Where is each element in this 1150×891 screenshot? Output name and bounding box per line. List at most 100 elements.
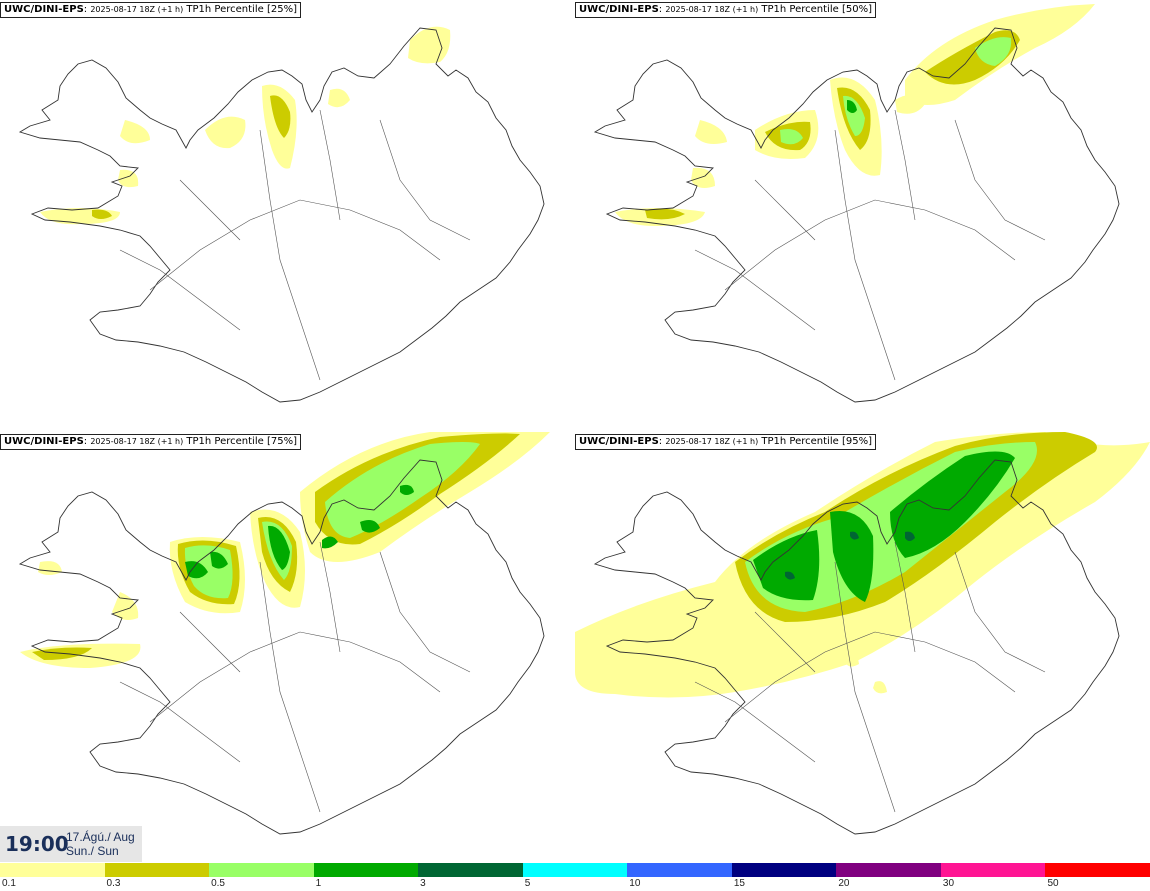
road-line <box>319 109 341 221</box>
road-line <box>724 199 1016 291</box>
colorbar-tick-label: 5 <box>524 878 531 889</box>
precip-area <box>118 169 139 188</box>
precip-area <box>890 451 1015 558</box>
colorbar-tick-label: 30 <box>942 878 955 889</box>
road-line <box>259 129 321 381</box>
precip-area <box>830 511 874 602</box>
panel-title: UWC/DINI-EPS: 2025-08-17 18Z (+1 h) TP1h… <box>0 2 301 18</box>
road-line <box>179 179 241 241</box>
run-time: 2025-08-17 18Z (+1 h) <box>90 5 184 14</box>
panel-title: UWC/DINI-EPS: 2025-08-17 18Z (+1 h) TP1h… <box>0 434 301 450</box>
coastline <box>18 459 545 835</box>
precip-area <box>895 94 925 114</box>
colorbar-segment <box>418 863 523 877</box>
precip-area <box>695 120 727 144</box>
precip-area <box>975 37 1012 66</box>
model-name: UWC/DINI-EPS <box>4 436 84 447</box>
date-line-2: Sun./ Sun <box>66 844 119 858</box>
road-line <box>754 611 816 673</box>
valid-time: 19:00 <box>5 832 69 856</box>
road-line <box>179 611 241 673</box>
valid-date: 17.Ágú./ Aug Sun./ Sun <box>66 830 135 858</box>
colorbar-tick-label: 50 <box>1047 878 1059 889</box>
road-line <box>149 631 441 723</box>
coastline <box>593 459 1120 835</box>
precip-area <box>753 530 820 601</box>
precip-area <box>185 561 208 579</box>
precip-area <box>328 88 350 108</box>
map-panel-p25: UWC/DINI-EPS: 2025-08-17 18Z (+1 h) TP1h… <box>0 0 575 430</box>
map-panel-p50: UWC/DINI-EPS: 2025-08-17 18Z (+1 h) TP1h… <box>575 0 1150 430</box>
colorbar-tick-label: 0.5 <box>211 878 225 889</box>
panel-title: UWC/DINI-EPS: 2025-08-17 18Z (+1 h) TP1h… <box>575 434 876 450</box>
road-line <box>149 199 441 291</box>
road-line <box>754 179 816 241</box>
model-name: UWC/DINI-EPS <box>4 4 84 15</box>
precip-area <box>691 167 715 188</box>
colorbar-tick-label: 1 <box>315 878 322 889</box>
colorbar-segment <box>1045 863 1150 877</box>
road-line <box>834 129 896 381</box>
date-line-1: 17.Ágú./ Aug <box>66 830 135 844</box>
colorbar-tick-label: 3 <box>420 878 426 889</box>
run-time: 2025-08-17 18Z (+1 h) <box>665 5 759 14</box>
colorbar-segment <box>209 863 314 877</box>
run-time: 2025-08-17 18Z (+1 h) <box>90 437 184 446</box>
precip-area <box>205 116 246 149</box>
precip-area <box>408 26 451 64</box>
iceland-map <box>593 4 1120 403</box>
colorbar-tick-label: 0.3 <box>106 878 121 889</box>
map-panel-p75: UWC/DINI-EPS: 2025-08-17 18Z (+1 h) TP1h… <box>0 432 575 862</box>
colorbar-segment <box>522 863 628 877</box>
precip-area <box>645 208 685 220</box>
road-line <box>119 249 241 331</box>
model-name: UWC/DINI-EPS <box>579 436 659 447</box>
road-line <box>119 681 241 763</box>
product-title: TP1h Percentile [50%] <box>761 4 872 15</box>
precip-area <box>850 531 859 540</box>
iceland-map <box>18 432 550 835</box>
road-line <box>319 541 341 653</box>
road-line <box>694 681 816 763</box>
precip-area <box>120 120 150 144</box>
road-line <box>834 561 896 813</box>
precip-area <box>400 484 414 495</box>
colorbar-segment <box>627 863 732 877</box>
panel-title: UWC/DINI-EPS: 2025-08-17 18Z (+1 h) TP1h… <box>575 2 876 18</box>
iceland-map <box>575 432 1150 835</box>
precip-area <box>847 100 857 113</box>
precip-area <box>92 209 112 219</box>
map-panel-p95: UWC/DINI-EPS: 2025-08-17 18Z (+1 h) TP1h… <box>575 432 1150 862</box>
coastline <box>593 27 1120 403</box>
road-line <box>259 561 321 813</box>
precip-area <box>322 536 338 549</box>
precip-area <box>785 571 795 580</box>
road-line <box>954 551 1046 673</box>
precip-area <box>873 681 887 694</box>
colorbar-segment <box>836 863 941 877</box>
road-line <box>954 119 1046 241</box>
precip-area <box>905 531 915 541</box>
precip-area <box>38 561 62 575</box>
run-time: 2025-08-17 18Z (+1 h) <box>665 437 759 446</box>
colorbar-segment <box>104 863 210 877</box>
road-line <box>894 109 916 221</box>
road-line <box>379 119 471 241</box>
colorbar-tick-label: 0.1 <box>2 878 16 889</box>
colorbar-tick-label: 20 <box>838 878 850 889</box>
colorbar-segment <box>313 863 419 877</box>
road-line <box>724 631 1016 723</box>
precip-area <box>360 520 380 533</box>
colorbar-segment <box>0 863 105 877</box>
model-name: UWC/DINI-EPS <box>579 4 659 15</box>
colorbar-ticks: 0.1 0.3 0.5 1 3 5 10 15 20 30 50 <box>0 877 1150 891</box>
road-line <box>379 551 471 673</box>
precip-area <box>210 551 228 569</box>
valid-time-box: 19:00 17.Ágú./ Aug Sun./ Sun <box>0 826 142 862</box>
product-title: TP1h Percentile [25%] <box>186 4 297 15</box>
precip-colorbar <box>0 863 1150 877</box>
road-line <box>694 249 816 331</box>
precip-area <box>845 651 859 667</box>
product-title: TP1h Percentile [75%] <box>186 436 297 447</box>
colorbar-segment <box>731 863 837 877</box>
